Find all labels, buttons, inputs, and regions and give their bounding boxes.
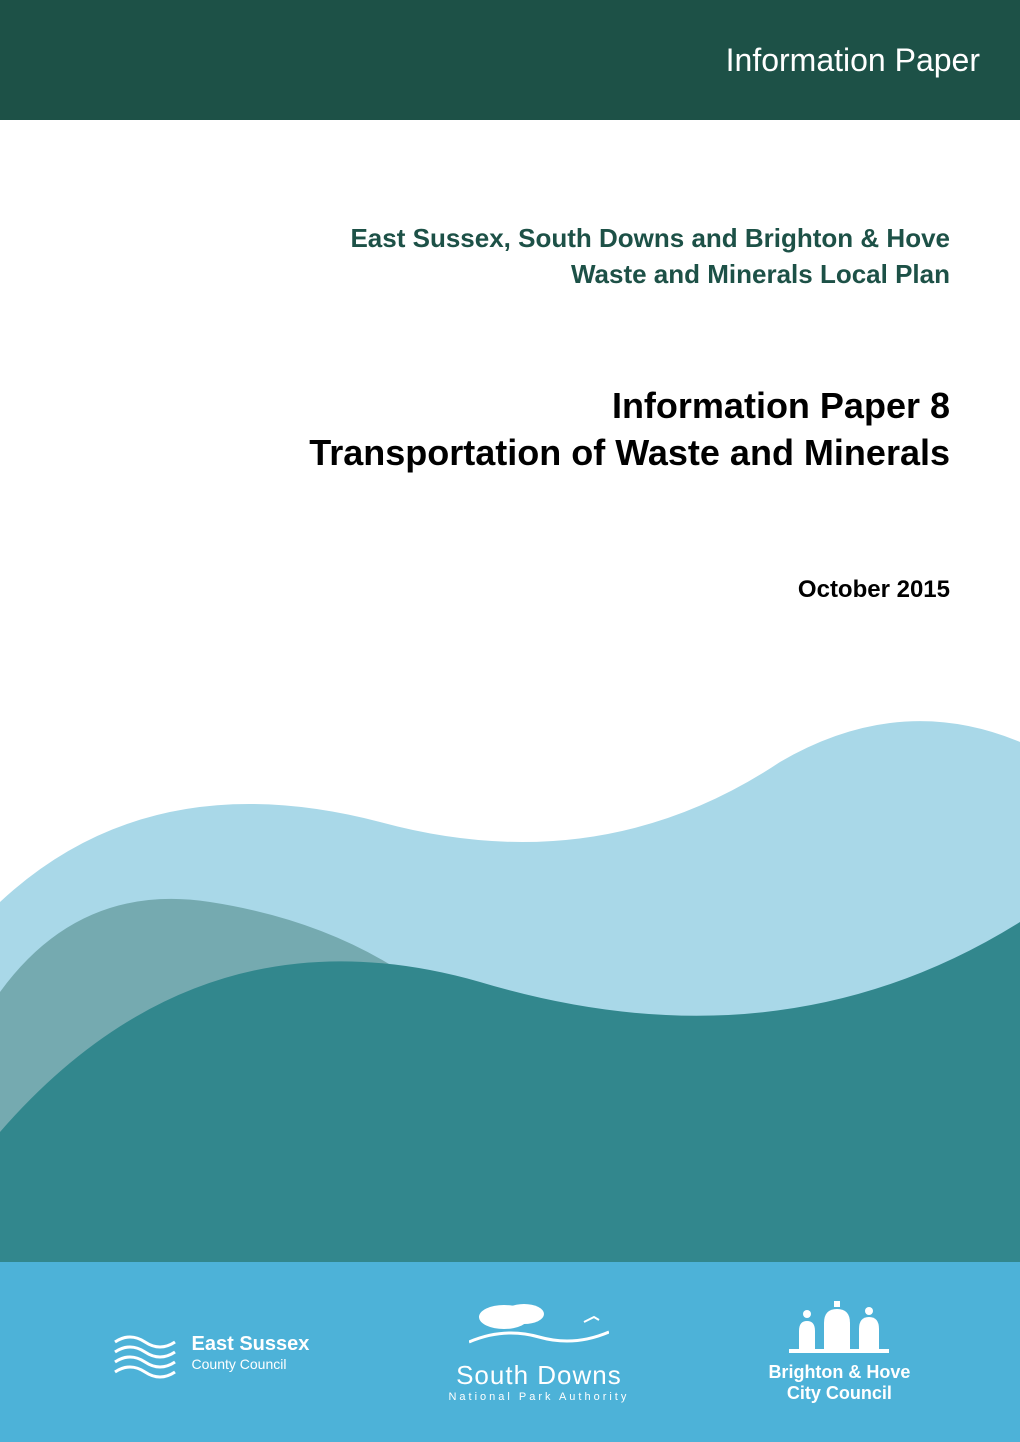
header-band: Information Paper	[0, 0, 1020, 120]
main-title-line2: Transportation of Waste and Minerals	[40, 430, 950, 477]
brighton-line2: City Council	[787, 1383, 892, 1404]
brighton-line1: Brighton & Hove	[768, 1362, 910, 1383]
footer-band: East Sussex County Council South Downs N…	[0, 1262, 1020, 1442]
south-downs-sub: National Park Authority	[448, 1391, 629, 1403]
document-main-title: Information Paper 8 Transportation of Wa…	[40, 383, 980, 477]
subtitle-line1: East Sussex, South Downs and Brighton & …	[40, 220, 950, 256]
main-title-line1: Information Paper 8	[40, 383, 950, 430]
hill-back	[0, 721, 1020, 1262]
east-sussex-icon	[110, 1317, 180, 1387]
hill-mid	[0, 899, 1020, 1262]
hills-graphic	[0, 702, 1020, 1262]
logo-east-sussex: East Sussex County Council	[110, 1317, 310, 1387]
content-area: East Sussex, South Downs and Brighton & …	[0, 150, 1020, 604]
east-sussex-line2: County Council	[192, 1356, 310, 1372]
logo-south-downs: South Downs National Park Authority	[448, 1302, 629, 1403]
document-date: October 2015	[40, 576, 980, 604]
south-downs-icon	[469, 1302, 609, 1352]
logo-brighton-hove: Brighton & Hove City Council	[768, 1301, 910, 1404]
east-sussex-line1: East Sussex	[192, 1333, 310, 1356]
document-subtitle: East Sussex, South Downs and Brighton & …	[40, 220, 980, 293]
header-text: Information Paper	[726, 42, 980, 79]
hill-front	[0, 922, 1020, 1262]
subtitle-line2: Waste and Minerals Local Plan	[40, 256, 950, 292]
south-downs-main: South Downs	[456, 1360, 622, 1391]
brighton-hove-icon	[779, 1301, 899, 1356]
